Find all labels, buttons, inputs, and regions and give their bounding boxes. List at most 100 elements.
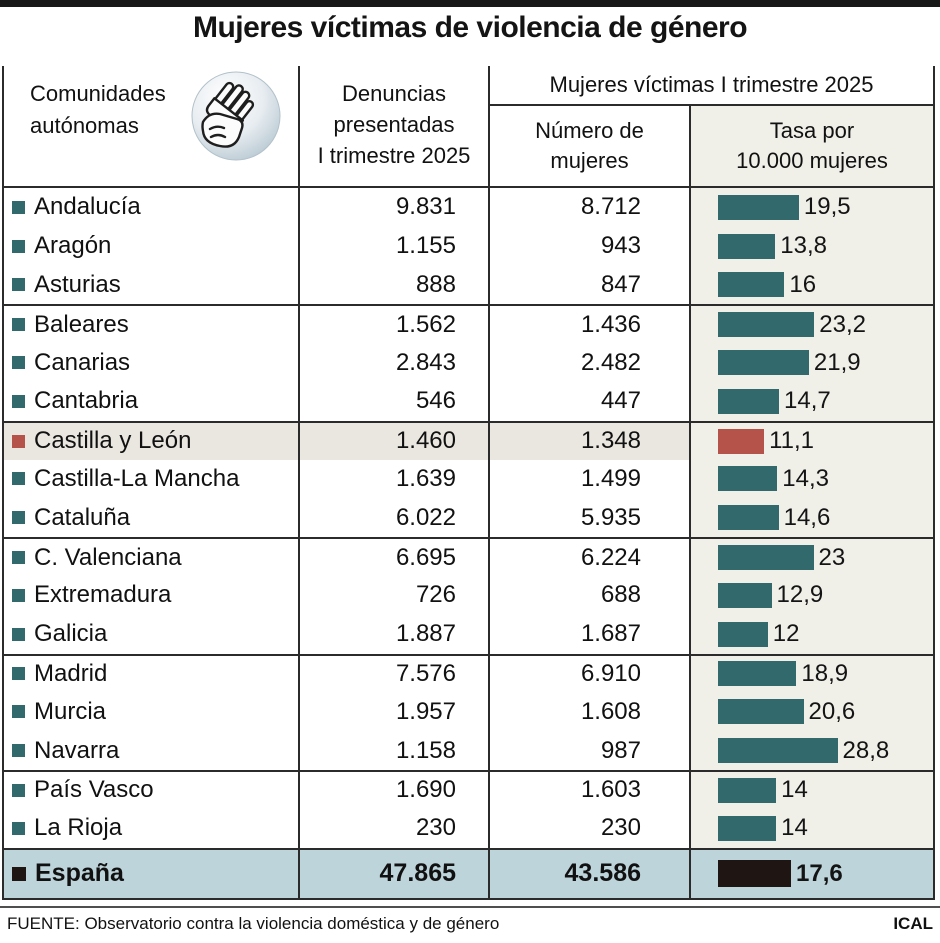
header-communities: Comunidades autónomas [4, 66, 300, 186]
denuncias-value: 1.887 [300, 614, 490, 654]
rate-value: 14 [781, 814, 808, 842]
header-rate-line2: 10.000 mujeres [736, 148, 888, 173]
table-row: La Rioja 230 230 14 [4, 808, 933, 848]
community-cell: Andalucía [4, 188, 300, 227]
rate-cell: 12,9 [691, 575, 933, 615]
victimas-value: 6.910 [490, 655, 691, 693]
row-bullet-icon [12, 705, 25, 719]
rate-cell: 23 [691, 539, 933, 576]
row-bullet-icon [12, 318, 25, 332]
header-communities-line1: Comunidades [30, 81, 166, 106]
rate-cell: 23,2 [691, 306, 933, 344]
victimas-value: 8.712 [490, 188, 691, 227]
rate-bar [718, 233, 776, 259]
rate-bar [718, 582, 772, 608]
rate-value: 13,8 [780, 232, 828, 260]
top-bar [0, 0, 940, 7]
denuncias-value: 230 [300, 808, 490, 848]
denuncias-value: 6.695 [300, 539, 490, 576]
community-cell: Castilla y León [4, 422, 300, 460]
community-cell: C. Valenciana [4, 539, 300, 576]
community-cell: Navarra [4, 731, 300, 770]
denuncias-value: 47.865 [300, 849, 490, 898]
rate-bar [718, 621, 768, 647]
rate-value: 14 [781, 776, 808, 804]
stop-hand-icon [190, 70, 282, 162]
rate-cell: 12 [691, 614, 933, 654]
community-name: Asturias [34, 270, 121, 298]
rate-value: 20,6 [808, 697, 856, 725]
rate-value: 12,9 [776, 581, 824, 609]
victimas-value: 5.935 [490, 498, 691, 538]
rate-bar [718, 466, 778, 492]
denuncias-value: 1.562 [300, 306, 490, 344]
denuncias-value: 888 [300, 265, 490, 305]
row-bullet-icon [12, 866, 26, 881]
rate-cell: 14 [691, 771, 933, 809]
community-cell: Aragón [4, 226, 300, 266]
victimas-value: 43.586 [490, 849, 691, 898]
table-row: Madrid 7.576 6.910 18,9 [4, 653, 933, 693]
header-number-line1: Número de [535, 118, 644, 143]
header-complaints-line2: presentadas [333, 112, 455, 137]
row-bullet-icon [12, 667, 25, 681]
community-cell: Cataluña [4, 498, 300, 538]
table-row: Aragón 1.155 943 13,8 [4, 226, 933, 266]
row-bullet-icon [12, 472, 25, 486]
rate-bar [718, 428, 765, 454]
community-name: Navarra [34, 736, 120, 764]
row-bullet-icon [12, 511, 25, 525]
table-row: Castilla y León 1.460 1.348 11,1 [4, 420, 933, 460]
denuncias-value: 1.690 [300, 771, 490, 809]
header-victims-group: Mujeres víctimas I trimestre 2025 Número… [490, 66, 933, 186]
community-cell: Extremadura [4, 575, 300, 615]
rate-cell: 11,1 [691, 422, 933, 460]
row-bullet-icon [12, 434, 25, 448]
rate-value: 18,9 [801, 659, 849, 687]
community-cell: Galicia [4, 614, 300, 654]
header-number-line2: mujeres [550, 148, 629, 173]
denuncias-value: 1.155 [300, 226, 490, 266]
community-name: Castilla-La Mancha [34, 464, 240, 492]
table-row: Murcia 1.957 1.608 20,6 [4, 692, 933, 732]
rate-cell: 14,3 [691, 459, 933, 499]
community-name: Madrid [34, 659, 108, 687]
community-cell: Cantabria [4, 381, 300, 421]
rate-bar [718, 777, 777, 803]
denuncias-value: 1.957 [300, 692, 490, 732]
row-bullet-icon [12, 394, 25, 408]
community-name: Extremadura [34, 581, 172, 609]
table-row: Galicia 1.887 1.687 12 [4, 614, 933, 654]
rate-cell: 19,5 [691, 188, 933, 227]
community-name: La Rioja [34, 814, 123, 842]
row-bullet-icon [12, 588, 25, 602]
rate-bar [718, 815, 777, 841]
rate-value: 28,8 [842, 736, 890, 764]
denuncias-value: 1.158 [300, 731, 490, 770]
victimas-value: 847 [490, 265, 691, 305]
rate-bar [718, 505, 779, 531]
table-row: Castilla-La Mancha 1.639 1.499 14,3 [4, 459, 933, 499]
header-communities-line2: autónomas [30, 113, 139, 138]
table-header: Comunidades autónomas [4, 66, 933, 188]
rate-value: 12 [772, 620, 800, 648]
rate-cell: 14,7 [691, 381, 933, 421]
rate-value: 16 [789, 270, 817, 298]
rate-cell: 17,6 [691, 850, 933, 898]
victimas-value: 2.482 [490, 343, 691, 382]
table-row: Canarias 2.843 2.482 21,9 [4, 343, 933, 382]
community-name: Baleares [34, 310, 129, 338]
rate-bar [718, 738, 838, 764]
denuncias-value: 1.639 [300, 459, 490, 499]
table-body: Andalucía 9.831 8.712 19,5 Aragón 1.155 943 13,… [4, 188, 933, 900]
rate-bar [718, 860, 791, 888]
community-cell: La Rioja [4, 808, 300, 848]
community-cell: España [4, 849, 300, 898]
community-name: Murcia [34, 697, 107, 725]
rate-bar [718, 661, 797, 687]
denuncias-value: 7.576 [300, 655, 490, 693]
community-cell: Canarias [4, 343, 300, 382]
table-row: Extremadura 726 688 12,9 [4, 575, 933, 615]
community-name: Galicia [34, 620, 108, 648]
